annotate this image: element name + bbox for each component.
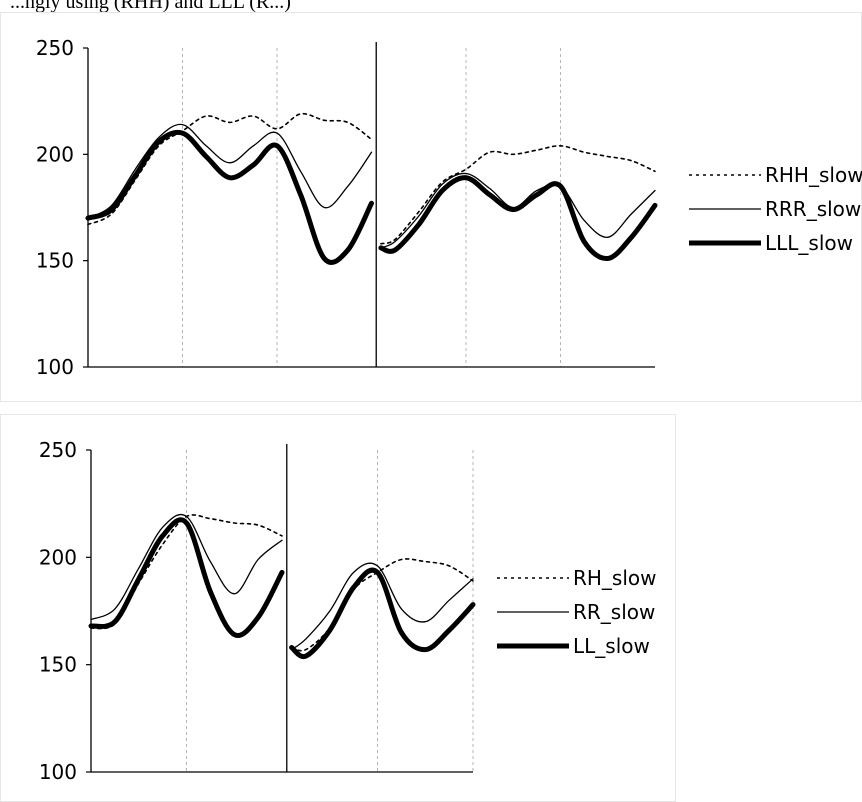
legend-label: RH_slow: [573, 566, 657, 590]
legend-label: LL_slow: [573, 634, 650, 658]
line-chart-bottom: 250 200 150 100 RH_slow RR_slow LL_slow: [39, 438, 657, 784]
series-line: [88, 517, 285, 639]
legend-label: RR_slow: [573, 600, 655, 624]
y-tick-label: 200: [36, 142, 74, 166]
series-lll-slow: [85, 129, 658, 265]
chart-panel-bottom: 250 200 150 100 RH_slow RR_slow LL_slow: [0, 414, 676, 802]
legend-label: RRR_slow: [765, 197, 861, 221]
series-line: [87, 123, 373, 219]
legend-label: RHH_slow: [765, 163, 862, 187]
series-rr-slow: [90, 513, 474, 651]
series-line: [90, 513, 283, 621]
legend-label: LLL_slow: [765, 231, 853, 255]
y-tick-label: 200: [39, 545, 77, 569]
series-line: [87, 112, 373, 226]
series-rrr-slow: [87, 123, 656, 249]
series-line: [289, 567, 476, 660]
series-ll-slow: [88, 517, 476, 660]
series-line: [380, 144, 656, 245]
y-tick-label: 100: [36, 355, 74, 379]
series-line: [85, 129, 374, 265]
y-tick-label: 150: [36, 249, 74, 273]
page-caption: ...ngly using (RHH) and LLL (R...): [10, 0, 291, 13]
y-tick-label: 250: [36, 36, 74, 60]
series-rhh-slow: [87, 112, 656, 245]
series-rh-slow: [90, 514, 474, 652]
series-line: [378, 175, 658, 262]
series-line: [290, 562, 474, 651]
y-tick-label: 150: [39, 653, 77, 677]
line-chart-top: 250 200 150 100 RHH_slow RRR_slow LLL_slow: [36, 36, 862, 379]
chart-panel-top: 250 200 150 100 RHH_slow RRR_slow LLL_slow: [0, 12, 862, 402]
y-tick-label: 250: [39, 438, 77, 462]
y-tick-label: 100: [39, 760, 77, 784]
